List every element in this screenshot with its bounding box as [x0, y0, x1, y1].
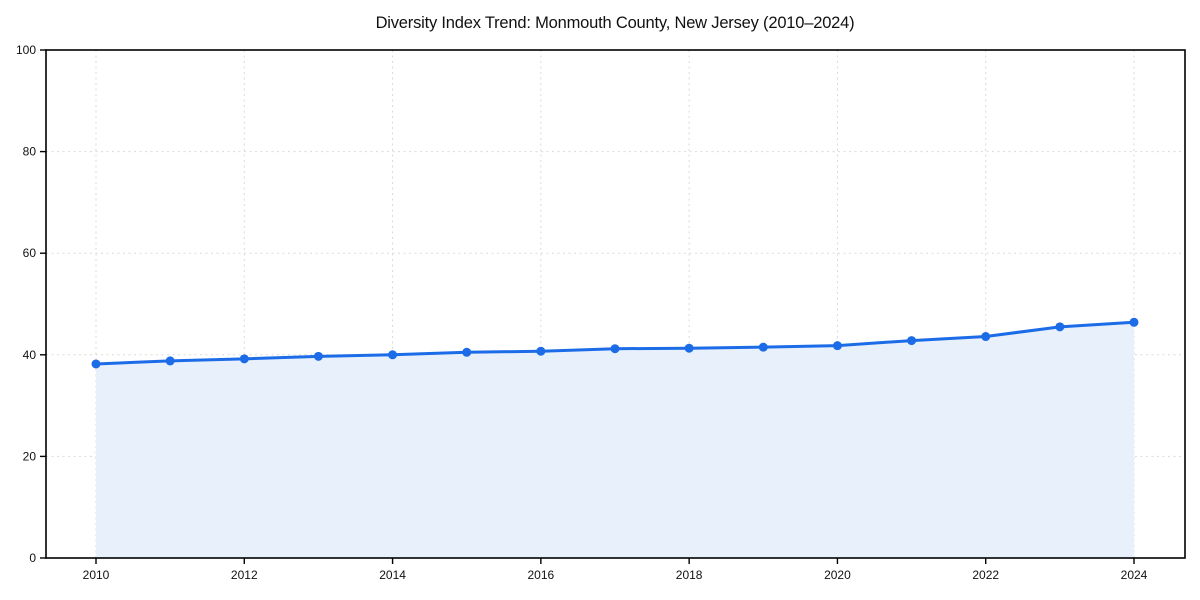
area-fill [96, 322, 1134, 558]
x-tick-label: 2014 [379, 568, 406, 582]
x-tick-label: 2020 [824, 568, 851, 582]
data-point-2011 [165, 356, 175, 366]
x-tick-label: 2012 [231, 568, 258, 582]
data-point-2010 [91, 359, 101, 369]
y-tick-label: 60 [23, 246, 37, 260]
x-tick-label: 2024 [1121, 568, 1148, 582]
chart-title: Diversity Index Trend: Monmouth County, … [375, 14, 855, 32]
data-point-2022 [981, 332, 991, 342]
data-point-2016 [536, 346, 546, 356]
data-point-2019 [758, 342, 768, 352]
data-point-2014 [388, 350, 398, 360]
y-tick-label: 20 [23, 449, 37, 463]
data-point-2024 [1129, 317, 1139, 327]
data-point-2020 [832, 341, 842, 351]
data-point-2021 [907, 336, 917, 346]
y-tick-label: 40 [23, 348, 37, 362]
data-point-2017 [610, 344, 620, 354]
data-point-2012 [239, 354, 249, 364]
plot-border [45, 49, 1186, 559]
data-point-2013 [313, 351, 323, 361]
x-tick-label: 2022 [972, 568, 999, 582]
data-point-2015 [462, 347, 472, 357]
y-tick-label: 0 [29, 551, 36, 565]
y-tick-label: 100 [16, 43, 36, 57]
data-point-2023 [1055, 322, 1065, 332]
x-tick-label: 2016 [528, 568, 555, 582]
x-tick-label: 2010 [83, 568, 110, 582]
y-tick-label: 80 [23, 145, 37, 159]
data-point-2018 [684, 343, 694, 353]
x-tick-label: 2018 [676, 568, 703, 582]
